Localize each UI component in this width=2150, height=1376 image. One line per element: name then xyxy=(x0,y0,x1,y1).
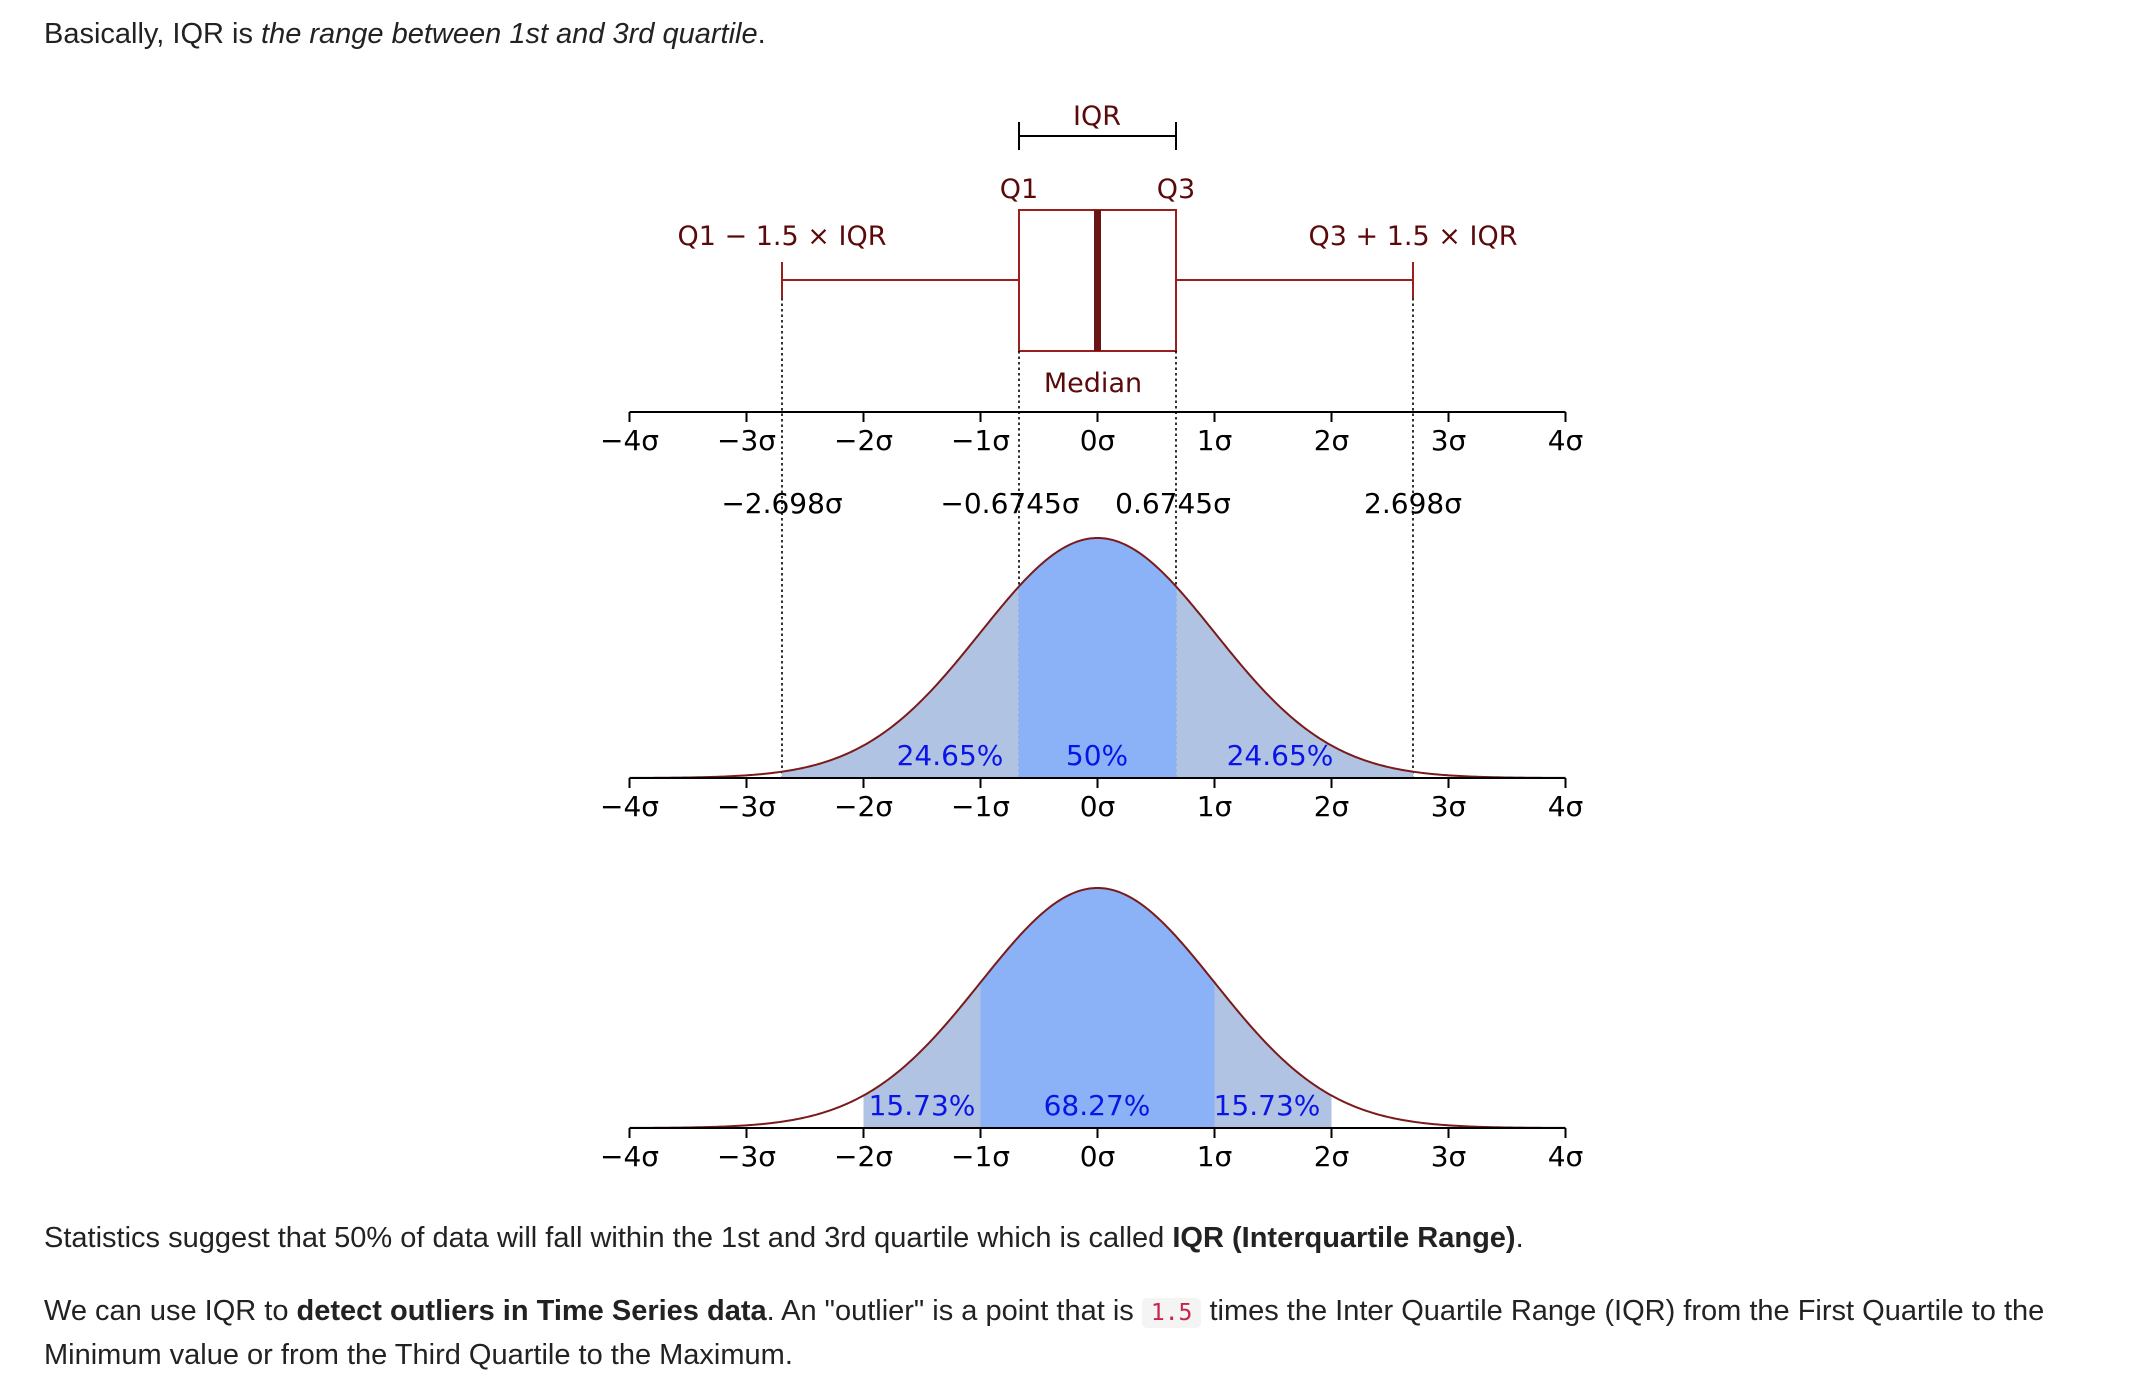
boxplot-axis-tick-label: 4σ xyxy=(1548,424,1584,457)
q1-label: Q1 xyxy=(1000,174,1038,205)
quantile-value-label: −0.6745σ xyxy=(940,487,1079,520)
upper-fence-label: Q3 + 1.5 × IQR xyxy=(1309,221,1518,252)
lower-fence-label: Q1 − 1.5 × IQR xyxy=(678,221,887,252)
region-percent-label: 68.27% xyxy=(1044,1089,1151,1122)
region-percent-label: 15.73% xyxy=(869,1089,976,1122)
median-label: Median xyxy=(1044,368,1142,399)
sigma-density-sigma-axis: −4σ −3σ −2σ −1σ 0σ 1σ 2σ 3σ 4σ xyxy=(600,1127,1584,1173)
region-percent-label: 50% xyxy=(1066,739,1128,772)
quantile-value-label: 2.698σ xyxy=(1364,487,1462,520)
sigma-density-axis-tick-label: 2σ xyxy=(1314,1140,1350,1173)
iqr-density-plot: 24.65% 50% 24.65% xyxy=(629,536,1566,779)
normal-curve xyxy=(629,886,1566,1129)
boxplot-axis-tick-label: −4σ xyxy=(600,424,659,457)
region-percent-label: 24.65% xyxy=(1227,739,1334,772)
iqr-span-bracket xyxy=(1018,122,1177,150)
intro-suffix: . xyxy=(757,18,766,50)
region-center xyxy=(1018,538,1177,778)
sigma-density-axis-tick-label: −1σ xyxy=(951,1140,1010,1173)
iqr-definition-bold: IQR (Interquartile Range) xyxy=(1172,1222,1516,1254)
outlier-paragraph: We can use IQR to detect outliers in Tim… xyxy=(44,1290,2124,1376)
outlier-text-start: We can use IQR to xyxy=(44,1295,297,1327)
outlier-text-middle: . An "outlier" is a point that is xyxy=(766,1295,1142,1327)
sigma-density-axis-tick-label: 1σ xyxy=(1197,1140,1233,1173)
sigma-density-axis-tick-label: 3σ xyxy=(1431,1140,1467,1173)
sigma-density-axis-tick-label: −4σ xyxy=(600,1140,659,1173)
quantile-value-label: 0.6745σ xyxy=(1115,487,1231,520)
iqr-density-axis-tick-label: 3σ xyxy=(1431,790,1467,823)
boxplot-axis-tick-label: 1σ xyxy=(1197,424,1233,457)
region-percent-label: 15.73% xyxy=(1214,1089,1321,1122)
iqr-definition-suffix: . xyxy=(1515,1222,1524,1254)
iqr-density-axis-tick-label: −1σ xyxy=(951,790,1010,823)
boxplot-axis-tick-label: 3σ xyxy=(1431,424,1467,457)
quantile-value-label: −2.698σ xyxy=(721,487,842,520)
sigma-density-plot: 15.73% 68.27% 15.73% xyxy=(629,886,1566,1129)
q3-label: Q3 xyxy=(1157,174,1195,205)
sigma-density-axis-tick-label: −3σ xyxy=(717,1140,776,1173)
iqr-definition-paragraph: Statistics suggest that 50% of data will… xyxy=(44,1217,2124,1259)
iqr-density-axis-tick-label: 2σ xyxy=(1314,790,1350,823)
quantile-value-labels: −2.698σ −0.6745σ 0.6745σ 2.698σ xyxy=(721,487,1462,520)
iqr-label: IQR xyxy=(1073,101,1121,132)
boxplot-axis-tick-label: 2σ xyxy=(1314,424,1350,457)
iqr-definition-text: Statistics suggest that 50% of data will… xyxy=(44,1222,1173,1254)
normal-curve xyxy=(629,536,1566,779)
iqr-density-axis-tick-label: 4σ xyxy=(1548,790,1584,823)
boxplot-axis-tick-label: 0σ xyxy=(1080,424,1116,457)
boxplot-axis-tick-label: −3σ xyxy=(717,424,776,457)
outlier-multiplier-code: 1.5 xyxy=(1141,1298,1202,1328)
intro-paragraph: Basically, IQR is the range between 1st … xyxy=(44,13,2124,55)
iqr-density-axis-tick-label: 1σ xyxy=(1197,790,1233,823)
boxplot-axis-tick-label: −2σ xyxy=(834,424,893,457)
outlier-text-end: times the Inter Quartile Range (IQR) fro… xyxy=(44,1295,2045,1371)
boxplot-sigma-axis: −4σ −3σ −2σ −1σ 0σ 1σ 2σ 3σ 4σ xyxy=(600,411,1584,457)
sigma-density-axis-tick-label: 4σ xyxy=(1548,1140,1584,1173)
iqr-density-axis-tick-label: −3σ xyxy=(717,790,776,823)
iqr-density-sigma-axis: −4σ −3σ −2σ −1σ 0σ 1σ 2σ 3σ 4σ xyxy=(600,777,1584,823)
iqr-density-axis-tick-label: 0σ xyxy=(1080,790,1116,823)
iqr-density-axis-tick-label: −2σ xyxy=(834,790,893,823)
intro-emphasis: the range between 1st and 3rd quartile xyxy=(261,18,758,50)
iqr-density-axis-tick-label: −4σ xyxy=(600,790,659,823)
sigma-density-axis-tick-label: 0σ xyxy=(1080,1140,1116,1173)
region-percent-label: 24.65% xyxy=(897,739,1004,772)
intro-text: Basically, IQR is xyxy=(44,18,262,50)
sigma-density-axis-tick-label: −2σ xyxy=(834,1140,893,1173)
boxplot-axis-tick-label: −1σ xyxy=(951,424,1010,457)
box-plot xyxy=(781,209,1414,352)
outlier-bold: detect outliers in Time Series data xyxy=(296,1295,767,1327)
